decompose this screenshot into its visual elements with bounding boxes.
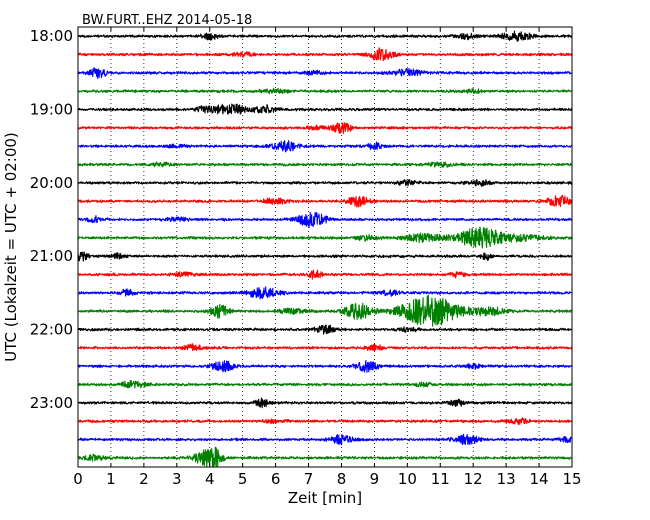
- seismic-trace-line: [78, 194, 572, 208]
- x-tick-label: 15: [562, 470, 581, 488]
- seismic-trace-line: [78, 286, 572, 300]
- y-tick-label: 22:00: [30, 321, 73, 339]
- seismic-trace-line: [78, 226, 572, 249]
- seismic-trace-line: [78, 87, 572, 95]
- y-tick-label: 23:00: [30, 394, 73, 412]
- x-tick-label: 9: [370, 470, 380, 488]
- seismic-trace-line: [78, 30, 572, 42]
- seismic-trace-line: [78, 379, 572, 389]
- seismic-trace-line: [78, 269, 572, 280]
- seismic-trace-line: [78, 251, 572, 262]
- x-tick-label: 11: [431, 470, 450, 488]
- seismic-trace-line: [78, 324, 572, 335]
- vertical-gridlines: [110, 27, 540, 467]
- chart-title: BW.FURT..EHZ 2014-05-18: [82, 13, 252, 28]
- y-tick-label: 18:00: [30, 27, 73, 45]
- seismic-trace-line: [78, 67, 572, 80]
- x-tick-label: 2: [139, 470, 149, 488]
- seismic-trace-line: [78, 103, 572, 115]
- x-tick-label: 0: [73, 470, 83, 488]
- seismic-trace-line: [78, 294, 572, 327]
- seismic-trace-line: [78, 417, 572, 426]
- seismic-trace-line: [78, 343, 572, 352]
- y-axis-label: UTC (Lokalzeit = UTC + 02:00): [2, 132, 20, 362]
- x-axis-ticks: 0 1 2 3 4 5 6 7 8 9 10 11 12 13 14 15: [73, 27, 582, 488]
- x-tick-label: 10: [398, 470, 417, 488]
- seismic-trace-line: [78, 122, 572, 135]
- seismic-trace-line: [78, 161, 572, 168]
- y-axis-ticks: 18:00 19:00 20:00 21:00 22:00 23:00: [30, 27, 82, 412]
- x-tick-label: 6: [271, 470, 281, 488]
- y-tick-label: 21:00: [30, 247, 73, 265]
- seismic-trace-line: [78, 433, 572, 446]
- y-tick-label: 20:00: [30, 174, 73, 192]
- x-axis-label: Zeit [min]: [288, 489, 362, 507]
- seismic-trace-line: [78, 211, 572, 228]
- seismic-trace-line: [78, 446, 572, 467]
- x-tick-label: 12: [464, 470, 483, 488]
- x-tick-label: 5: [238, 470, 248, 488]
- x-tick-label: 3: [172, 470, 182, 488]
- x-tick-label: 13: [497, 470, 516, 488]
- seismic-trace-line: [78, 140, 572, 153]
- x-tick-label: 1: [106, 470, 116, 488]
- x-tick-label: 8: [337, 470, 347, 488]
- x-tick-label: 4: [205, 470, 215, 488]
- seismic-trace-line: [78, 179, 572, 187]
- seismic-trace-line: [78, 47, 572, 62]
- y-tick-label: 19:00: [30, 101, 73, 119]
- x-tick-label: 7: [304, 470, 314, 488]
- plot-frame: [77, 26, 573, 468]
- seismic-traces: [78, 30, 572, 467]
- seismic-trace-line: [78, 360, 572, 373]
- x-tick-label: 14: [530, 470, 549, 488]
- seismic-trace-line: [78, 397, 572, 409]
